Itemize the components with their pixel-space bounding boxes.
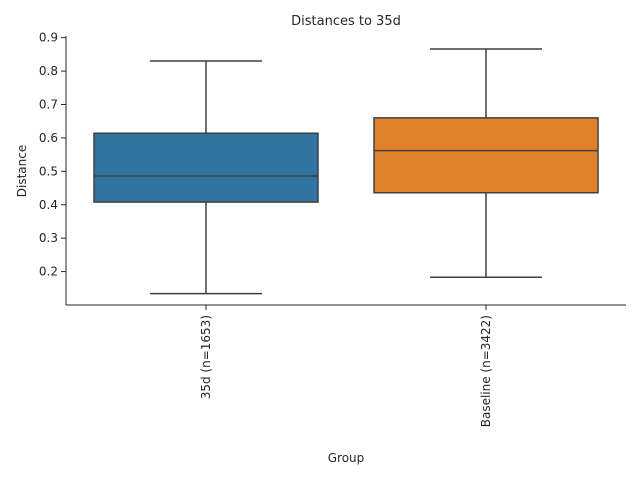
box-group bbox=[373, 48, 599, 279]
y-tick-label: 0.5 bbox=[39, 164, 58, 178]
y-axis-ticks: 0.2 0.3 0.4 0.5 0.6 0.7 0.8 0.9 bbox=[39, 31, 66, 279]
y-tick-label: 0.8 bbox=[39, 64, 58, 78]
chart-title: Distances to 35d bbox=[291, 14, 401, 29]
y-tick-label: 0.3 bbox=[39, 231, 58, 245]
y-tick-label: 0.6 bbox=[39, 131, 58, 145]
iqr-box bbox=[93, 132, 319, 203]
y-tick-label: 0.4 bbox=[39, 198, 58, 212]
x-axis-label: Group bbox=[328, 451, 365, 465]
x-tick-label: Baseline (n=3422) bbox=[479, 315, 493, 427]
box-group bbox=[93, 60, 319, 295]
y-tick-label: 0.9 bbox=[39, 31, 58, 45]
y-tick-label: 0.7 bbox=[39, 98, 58, 112]
boxes bbox=[93, 48, 599, 295]
x-axis-ticks: 35d (n=1653) Baseline (n=3422) bbox=[199, 305, 493, 427]
x-tick-label: 35d (n=1653) bbox=[199, 315, 213, 399]
iqr-box bbox=[373, 117, 599, 194]
y-tick-label: 0.2 bbox=[39, 265, 58, 279]
y-axis-label: Distance bbox=[15, 145, 29, 197]
